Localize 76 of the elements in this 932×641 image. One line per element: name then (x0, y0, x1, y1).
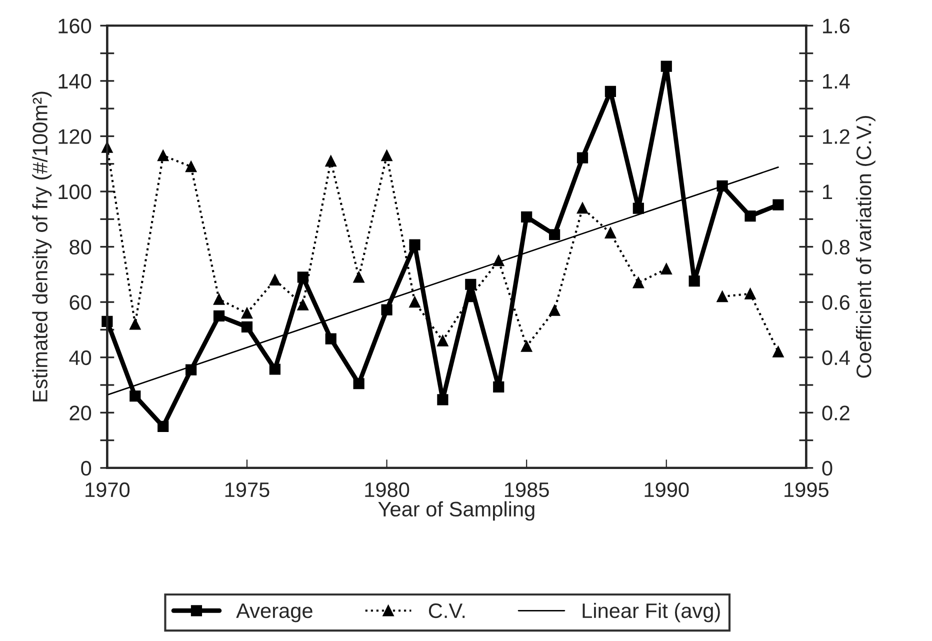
y-tick-label: 60 (70, 295, 92, 310)
point (325, 156, 336, 167)
point (213, 294, 225, 305)
point (130, 390, 141, 402)
point (772, 346, 784, 358)
point (521, 211, 532, 222)
y2-tick-label: 0.8 (822, 240, 850, 255)
point (297, 299, 308, 310)
point (158, 150, 169, 162)
point (521, 340, 532, 352)
point (604, 227, 616, 239)
y2-tick-label: 0 (822, 460, 832, 476)
point (353, 272, 364, 283)
y2-tick-label: 0.2 (822, 406, 850, 420)
point (297, 272, 308, 283)
point (381, 304, 392, 316)
y-tick-label: 0 (81, 460, 92, 476)
y-tick-label: 20 (70, 406, 92, 420)
y-tick-label: 120 (58, 129, 92, 144)
point (381, 150, 392, 162)
y2-tick-label: 0.6 (822, 295, 850, 310)
y2-tick-label: 1 (823, 184, 832, 200)
x-axis-title: Year of Sampling (378, 501, 534, 521)
point (548, 304, 560, 316)
point (269, 364, 280, 375)
legend-label: Linear Fit (avg) (582, 602, 720, 622)
point (353, 378, 364, 390)
point (465, 278, 476, 290)
y-axis-title: Estimated density of fry (#/100m²) (32, 92, 52, 402)
point (548, 229, 560, 240)
legend-label: C.V. (428, 603, 465, 618)
point (632, 277, 644, 288)
y2-tick-label: 1.6 (823, 18, 850, 34)
y2-tick-label: 1.4 (823, 74, 850, 88)
point (716, 180, 728, 192)
point (660, 263, 672, 274)
point (604, 86, 616, 97)
point (493, 381, 504, 392)
point (716, 290, 728, 302)
point (576, 152, 588, 164)
y-tick-label: 160 (58, 18, 92, 34)
point (158, 420, 169, 432)
point (632, 202, 644, 214)
point (493, 255, 504, 266)
y2-axis-title: Coefficient of variation (C.V.) (856, 116, 876, 378)
point (688, 276, 700, 287)
y-tick-label: 80 (70, 240, 92, 255)
point (437, 335, 448, 346)
point (409, 296, 420, 308)
y-tick-label: 140 (58, 74, 92, 89)
point (213, 310, 225, 322)
point (576, 202, 588, 214)
point (325, 333, 336, 344)
point (409, 239, 420, 250)
x-tick-label: 1975 (225, 482, 270, 498)
y-tick-label: 40 (69, 350, 92, 366)
y2-tick-label: 0.4 (822, 350, 850, 366)
point (660, 60, 672, 72)
legend-label: Average (236, 604, 312, 622)
point (269, 274, 280, 286)
x-tick-label: 1995 (784, 482, 828, 498)
point (744, 210, 756, 222)
x-tick-label: 1980 (365, 482, 410, 498)
point (744, 288, 756, 300)
point (186, 364, 197, 376)
point (772, 199, 784, 210)
y2-tick-label: 1.2 (823, 129, 850, 144)
y-tick-label: 100 (58, 184, 92, 200)
point (186, 161, 197, 172)
x-tick-label: 1970 (86, 482, 130, 498)
x-tick-label: 1990 (644, 482, 689, 498)
x-tick-label: 1985 (505, 482, 549, 498)
point (241, 321, 253, 333)
point (241, 308, 253, 319)
point (437, 394, 448, 406)
point (130, 318, 141, 330)
